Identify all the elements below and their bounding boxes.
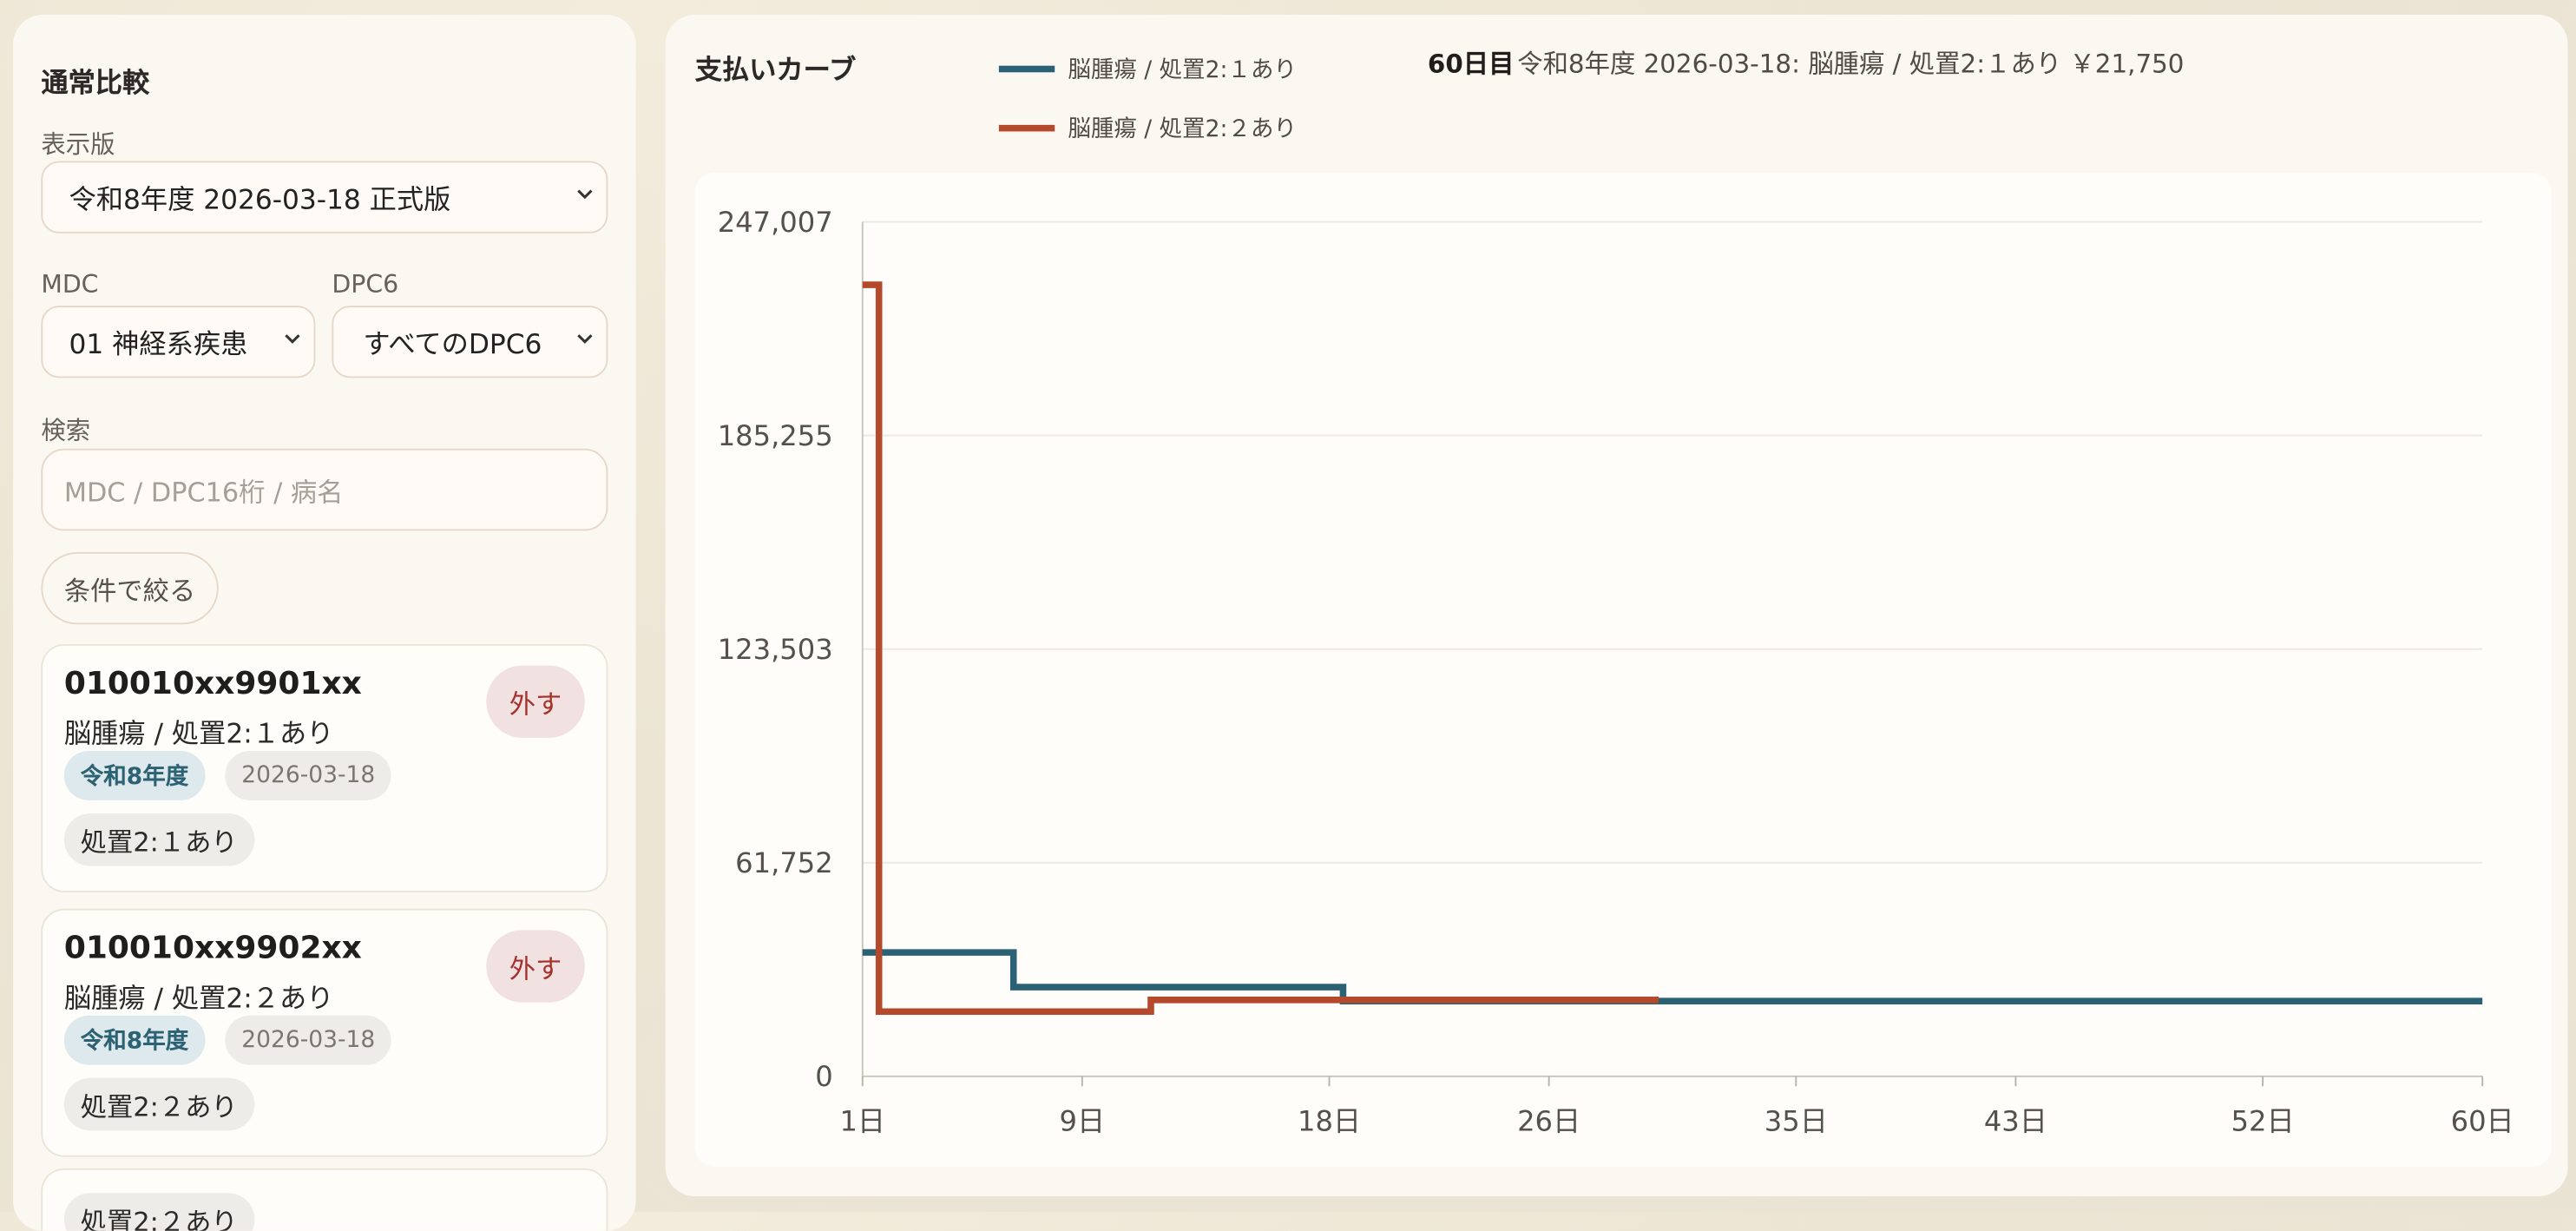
chevron-down-icon: [285, 334, 300, 344]
payment-curve-chart[interactable]: 0 61,752 123,503 185,255 247,007 1日 9日 18日 26日 35…: [695, 173, 2552, 1167]
remove-button[interactable]: 外す: [486, 930, 585, 1003]
hover-readout: 60日目 令和8年度 2026-03-18: 脳腫瘍 / 処置2:１あり ￥21,…: [1428, 44, 2185, 81]
version-select[interactable]: 令和8年度 2026-03-18 正式版: [41, 161, 608, 234]
panel-title: 通常比較: [41, 67, 150, 99]
legend-swatch: [998, 124, 1055, 132]
y-tick-label: 123,503: [718, 633, 833, 666]
chevron-down-icon: [577, 189, 593, 200]
version-select-value: 令和8年度 2026-03-18 正式版: [69, 184, 451, 215]
remove-button[interactable]: 外す: [486, 665, 585, 738]
selected-item-card-partial: 処置2:２あり: [41, 1168, 608, 1231]
selected-item-card: 010010xx9902xx 脳腫瘍 / 処置2:２あり 外す 令和8年度 20…: [41, 908, 608, 1157]
x-tick-label: 52日: [2231, 1104, 2295, 1137]
legend-label: 脳腫瘍 / 処置2:２あり: [1068, 116, 1297, 143]
x-tick-label: 18日: [1298, 1104, 1361, 1137]
search-input[interactable]: MDC / DPC16桁 / 病名: [41, 448, 608, 531]
dpc6-select[interactable]: すべてのDPC6: [332, 306, 608, 379]
chart-area[interactable]: 0 61,752 123,503 185,255 247,007 1日 9日 18日 26日 35…: [694, 172, 2552, 1167]
series-line-2: [862, 281, 1659, 1016]
comparison-panel: 通常比較 表示版 令和8年度 2026-03-18 正式版 MDC 01 神経系…: [13, 15, 636, 1231]
readout-text: 令和8年度 2026-03-18: 脳腫瘍 / 処置2:１あり ￥21,750: [1517, 49, 2185, 79]
dpc6-select-value: すべてのDPC6: [363, 328, 542, 360]
dpc-code: 010010xx9902xx: [63, 930, 362, 967]
filter-button[interactable]: 条件で絞る: [41, 552, 219, 625]
era-badge: 令和8年度: [63, 751, 206, 800]
legend-item[interactable]: 脳腫瘍 / 処置2:２あり: [998, 112, 1297, 145]
dpc-code: 010010xx9901xx: [63, 665, 362, 702]
mdc-select-value: 01 神経系疾患: [69, 328, 248, 360]
search-placeholder: MDC / DPC16桁 / 病名: [63, 476, 344, 508]
dpc6-label: DPC6: [332, 269, 399, 300]
procedure-tag: 処置2:２あり: [63, 1193, 254, 1231]
legend-item[interactable]: 脳腫瘍 / 処置2:１あり: [998, 53, 1297, 86]
mdc-select[interactable]: 01 神経系疾患: [41, 306, 316, 379]
series-line-1: [862, 949, 2483, 1004]
procedure-tag: 処置2:２あり: [63, 1077, 254, 1131]
readout-day: 60日目: [1427, 49, 1515, 79]
y-tick-label: 185,255: [718, 419, 833, 452]
x-tick-label: 35日: [1764, 1104, 1828, 1137]
disease-name: 脳腫瘍 / 処置2:２あり: [63, 982, 334, 1014]
selected-item-card: 010010xx9901xx 脳腫瘍 / 処置2:１あり 外す 令和8年度 20…: [41, 644, 608, 892]
version-label: 表示版: [41, 129, 115, 160]
payment-curve-panel: 支払いカーブ 脳腫瘍 / 処置2:１あり 脳腫瘍 / 処置2:２あり 60日目令…: [665, 15, 2568, 1197]
disease-name: 脳腫瘍 / 処置2:１あり: [63, 718, 334, 750]
x-tick-label: 1日: [839, 1104, 885, 1137]
date-badge: 2026-03-18: [225, 1015, 392, 1065]
x-tick-label: 60日: [2451, 1104, 2514, 1137]
chevron-down-icon: [577, 334, 593, 344]
date-badge: 2026-03-18: [225, 751, 392, 800]
y-tick-label: 0: [815, 1060, 832, 1093]
x-tick-label: 9日: [1060, 1104, 1106, 1137]
legend-swatch: [998, 65, 1055, 73]
y-tick-label: 61,752: [735, 846, 833, 879]
era-badge: 令和8年度: [63, 1015, 206, 1065]
search-label: 検索: [41, 415, 91, 445]
x-tick-label: 43日: [1984, 1104, 2047, 1137]
chart-title: 支払いカーブ: [694, 54, 857, 86]
x-tick-label: 26日: [1517, 1104, 1580, 1137]
mdc-label: MDC: [41, 269, 99, 300]
legend-label: 脳腫瘍 / 処置2:１あり: [1068, 57, 1297, 84]
y-tick-label: 247,007: [718, 206, 833, 239]
procedure-tag: 処置2:１あり: [63, 813, 254, 866]
